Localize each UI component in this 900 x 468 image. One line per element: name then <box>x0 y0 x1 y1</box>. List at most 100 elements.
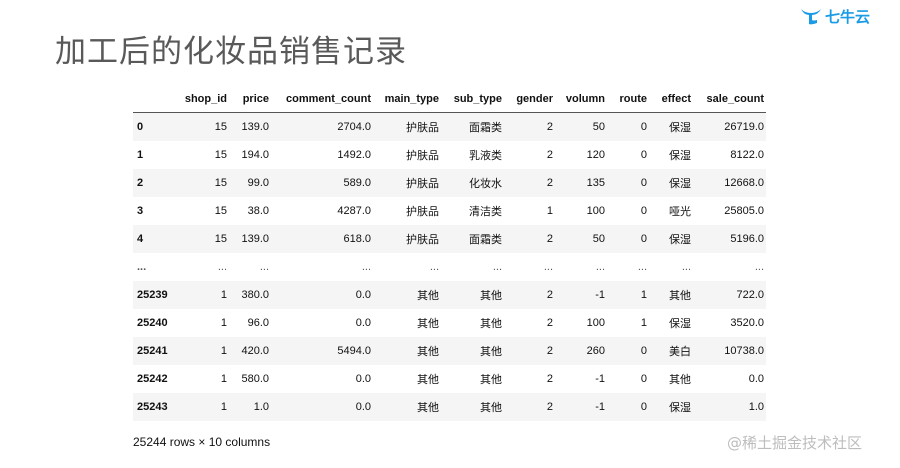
table-cell: 3520.0 <box>730 317 764 329</box>
table-cell: ... <box>217 261 227 273</box>
table-row: 25242 1 580.0 0.0 其他 其他 2 -1 0 其他 0.0 <box>133 365 766 393</box>
table-cell: 15 <box>214 149 227 161</box>
table-cell: 其他 <box>480 289 502 302</box>
column-header: main_type <box>373 86 441 113</box>
column-header: sale_count <box>693 86 766 113</box>
bull-logo-icon <box>801 8 821 24</box>
table-cell: 1.0 <box>748 401 764 413</box>
table-cell: 2 <box>546 373 553 385</box>
table-cell: 260 <box>586 345 605 357</box>
table-cell: 面霜类 <box>469 233 502 246</box>
table-row: 25241 1 420.0 5494.0 其他 其他 2 260 0 美白 10738.0 <box>133 337 766 365</box>
column-header: shop_id <box>180 86 229 113</box>
table-cell: 1 <box>640 317 647 329</box>
table-cell: 0.0 <box>355 317 371 329</box>
table-cell: 0 <box>640 121 647 133</box>
table-cell: -1 <box>595 373 605 385</box>
table-cell: 4287.0 <box>337 205 371 217</box>
table-cell: 保湿 <box>669 317 691 330</box>
table-cell: ... <box>361 261 371 273</box>
table-cell: ... <box>595 261 605 273</box>
row-index: 1 <box>137 149 144 161</box>
table-cell: 1.0 <box>253 401 269 413</box>
row-index: 4 <box>137 233 144 245</box>
table-cell: 1 <box>220 373 227 385</box>
table-cell: 0 <box>640 205 647 217</box>
table-cell: 保湿 <box>669 233 691 246</box>
table-cell: 其他 <box>417 317 439 330</box>
table-cell: 1 <box>220 317 227 329</box>
table-cell: 清洁类 <box>469 205 502 218</box>
table-cell: 2 <box>546 345 553 357</box>
column-header: effect <box>649 86 693 113</box>
table-cell: 10738.0 <box>724 345 764 357</box>
table-cell: 护肤品 <box>406 205 439 218</box>
table-cell: 2 <box>546 317 553 329</box>
table-cell: 护肤品 <box>406 233 439 246</box>
table-cell: 15 <box>214 233 227 245</box>
row-index: 25242 <box>137 373 168 385</box>
table-row: 0 15 139.0 2704.0 护肤品 面霜类 2 50 0 保湿 26719.0 <box>133 112 766 141</box>
table-cell: 722.0 <box>736 289 764 301</box>
table-cell: 0 <box>640 373 647 385</box>
table-cell: 0 <box>640 401 647 413</box>
table-cell: 其他 <box>669 373 691 386</box>
table-cell: 0 <box>640 149 647 161</box>
table-cell: 0 <box>640 345 647 357</box>
table-cell: 2 <box>546 233 553 245</box>
table-cell: ... <box>429 261 439 273</box>
table-cell: 美白 <box>669 345 691 358</box>
table-cell: 1 <box>546 205 553 217</box>
table-cell: 618.0 <box>343 233 371 245</box>
row-index: 0 <box>137 121 144 133</box>
table-cell: 50 <box>592 121 605 133</box>
table-cell: 其他 <box>417 401 439 414</box>
table-cell: 1492.0 <box>337 149 371 161</box>
table-cell: 护肤品 <box>406 177 439 190</box>
table-cell: 其他 <box>480 317 502 330</box>
table-cell: 139.0 <box>241 233 269 245</box>
dataframe-shape: 25244 rows × 10 columns <box>133 435 271 449</box>
table-cell: 420.0 <box>241 345 269 357</box>
table-cell: 2704.0 <box>337 121 371 133</box>
table-row: 25243 1 1.0 0.0 其他 其他 2 -1 0 保湿 1.0 <box>133 393 766 421</box>
table-cell: 15 <box>214 205 227 217</box>
table-cell: 其他 <box>417 289 439 302</box>
table-header-row: shop_id price comment_count main_type sub_ty… <box>133 86 766 113</box>
watermark: @稀土掘金技术社区 <box>727 434 863 452</box>
column-header: price <box>229 86 271 113</box>
table-cell: 化妆水 <box>469 177 502 190</box>
logo-text: 七牛云 <box>825 8 871 26</box>
table-row: 2 15 99.0 589.0 护肤品 化妆水 2 135 0 保湿 12668.0 <box>133 169 766 197</box>
column-header: sub_type <box>441 86 504 113</box>
slide-title: 加工后的化妆品销售记录 <box>55 34 407 70</box>
table-cell: 2 <box>546 149 553 161</box>
row-index: 25241 <box>137 345 168 357</box>
table-cell: 0.0 <box>355 373 371 385</box>
table-cell: 其他 <box>480 345 502 358</box>
table-cell: 保湿 <box>669 121 691 134</box>
qiniu-logo: 七牛云 <box>800 6 870 27</box>
table-cell: 12668.0 <box>724 177 764 189</box>
table-cell: 0 <box>640 177 647 189</box>
table-cell: 580.0 <box>241 373 269 385</box>
row-index: 25240 <box>137 317 168 329</box>
row-index: 25239 <box>137 289 168 301</box>
table-cell: 0 <box>640 233 647 245</box>
table-cell: 139.0 <box>241 121 269 133</box>
table-cell: 589.0 <box>343 177 371 189</box>
table-cell: 2 <box>546 289 553 301</box>
table-cell: 194.0 <box>241 149 269 161</box>
table-cell: 1 <box>640 289 647 301</box>
table-cell: 其他 <box>480 401 502 414</box>
table-cell: ... <box>754 261 764 273</box>
dataframe-table: shop_id price comment_count main_type sub_ty… <box>133 86 766 421</box>
table-cell: -1 <box>595 289 605 301</box>
row-index: 2 <box>137 177 144 189</box>
table-cell: 1 <box>220 345 227 357</box>
table-row: 25240 1 96.0 0.0 其他 其他 2 100 1 保湿 3520.0 <box>133 309 766 337</box>
table-cell: 26719.0 <box>724 121 764 133</box>
table-cell: 5494.0 <box>337 345 371 357</box>
table-cell: 50 <box>592 233 605 245</box>
table-cell: 哑光 <box>669 205 691 218</box>
